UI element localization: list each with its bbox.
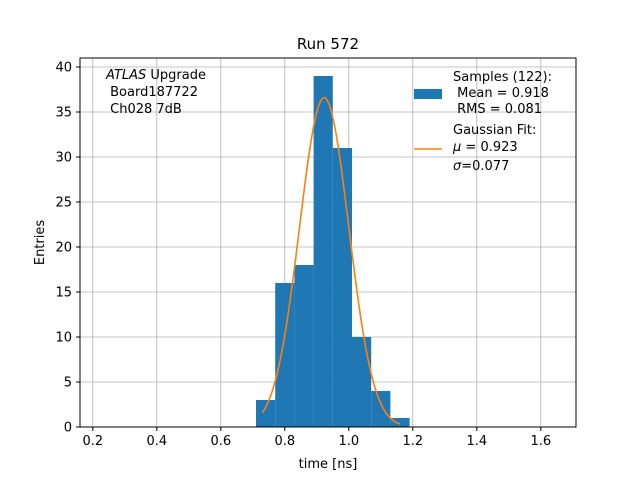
x-tick-label: 1.2 bbox=[402, 434, 423, 449]
y-tick-label: 25 bbox=[55, 196, 72, 211]
x-tick-label: 1.4 bbox=[466, 434, 487, 449]
y-tick-label: 5 bbox=[64, 376, 72, 391]
annotation-line-atlas: ATLAS Upgrade bbox=[105, 68, 206, 83]
legend: Samples (122): Mean = 0.918 RMS = 0.081 … bbox=[414, 70, 552, 174]
legend-fit-sigma: σ=0.077 bbox=[453, 159, 509, 174]
x-tick-label: 0.6 bbox=[210, 434, 231, 449]
x-tick-label: 0.8 bbox=[274, 434, 295, 449]
histogram-bar bbox=[332, 148, 352, 427]
y-tick-label: 0 bbox=[64, 421, 72, 436]
legend-samples-rms: RMS = 0.081 bbox=[453, 102, 542, 117]
x-tick-label: 0.2 bbox=[82, 434, 103, 449]
gaussian-fit bbox=[261, 96, 401, 425]
legend-samples-patch bbox=[414, 89, 442, 99]
y-tick-label: 20 bbox=[55, 241, 72, 256]
histogram-bar bbox=[352, 337, 372, 427]
y-axis-label: Entries bbox=[33, 220, 48, 266]
chart-title: Run 572 bbox=[297, 35, 359, 53]
x-axis-label: time [ns] bbox=[299, 457, 358, 472]
histogram-bar bbox=[256, 400, 276, 427]
x-tick-label: 0.4 bbox=[146, 434, 167, 449]
legend-fit-title: Gaussian Fit: bbox=[453, 123, 536, 138]
histogram-bar bbox=[294, 265, 314, 427]
x-tick-label: 1.0 bbox=[338, 434, 359, 449]
legend-samples-mean: Mean = 0.918 bbox=[453, 86, 549, 101]
y-tick-label: 40 bbox=[55, 61, 72, 76]
y-tick-label: 15 bbox=[55, 286, 72, 301]
plot-frame bbox=[79, 57, 577, 428]
histogram-bar bbox=[275, 283, 295, 427]
histogram-bar bbox=[390, 418, 410, 427]
legend-fit-mu: μ = 0.923 bbox=[452, 140, 518, 155]
histogram-bar bbox=[313, 76, 333, 427]
x-tick-label: 1.6 bbox=[530, 434, 551, 449]
annotation-line-channel: Ch028 7dB bbox=[106, 102, 182, 117]
annotation-line-board: Board187722 bbox=[106, 85, 198, 100]
histogram-bars bbox=[256, 76, 410, 427]
legend-samples-title: Samples (122): bbox=[453, 70, 552, 85]
histogram-bar bbox=[371, 391, 391, 427]
y-tick-label: 30 bbox=[55, 151, 72, 166]
y-tick-label: 35 bbox=[55, 106, 72, 121]
y-tick-label: 10 bbox=[55, 331, 72, 346]
axis-ticks: 0.2 0.4 0.6 0.8 1.0 1.2 1.4 1.6 0 5 10 15 20 25 30 35 40 bbox=[55, 61, 551, 450]
gaussian-fit-curve bbox=[261, 96, 401, 425]
run-annotation: ATLAS Upgrade Board187722 Ch028 7dB bbox=[105, 68, 206, 117]
